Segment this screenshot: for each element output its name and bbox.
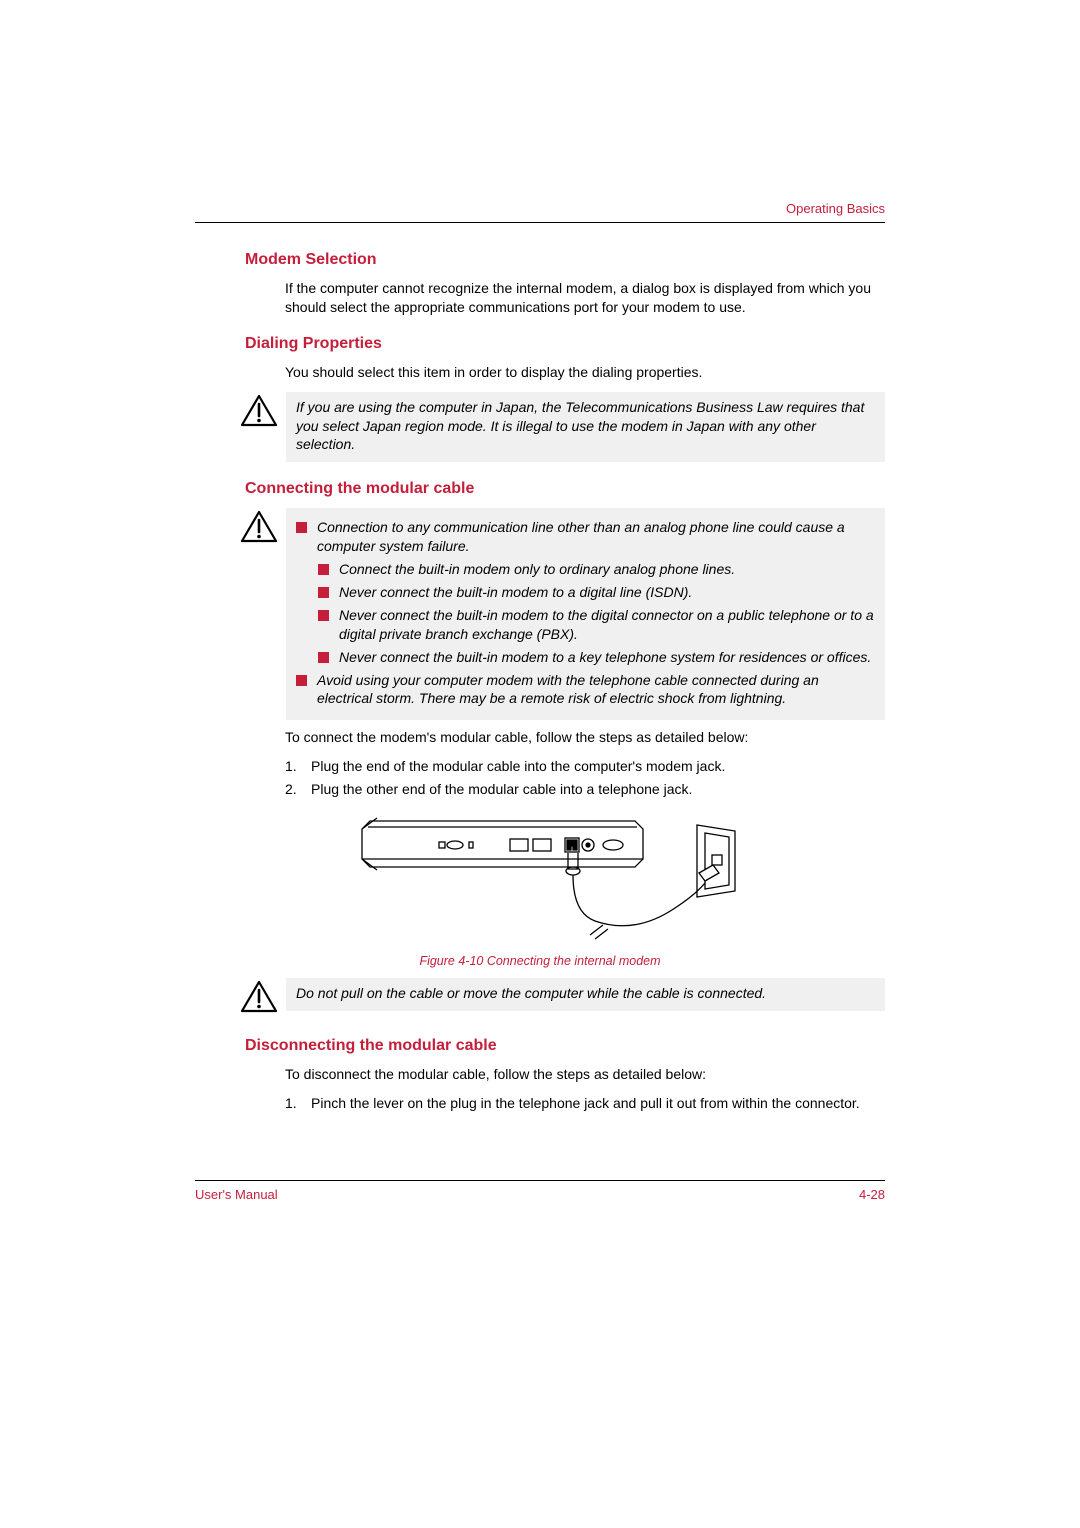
list-item: 2. Plug the other end of the modular cab… <box>285 780 885 800</box>
list-item: 1. Plug the end of the modular cable int… <box>285 757 885 777</box>
bullet-icon <box>318 564 329 575</box>
callout-japan-law: If you are using the computer in Japan, … <box>240 392 885 463</box>
bullet-icon <box>296 675 307 686</box>
heading-disconnecting: Disconnecting the modular cable <box>195 1037 885 1055</box>
list-item: Never connect the built-in modem to a di… <box>318 583 875 602</box>
heading-connecting: Connecting the modular cable <box>195 480 885 498</box>
list-item: Connection to any communication line oth… <box>296 518 875 556</box>
footer-left-text: User's Manual <box>195 1187 278 1202</box>
bullet-icon <box>318 652 329 663</box>
warning-icon <box>240 394 280 433</box>
heading-modem-selection: Modem Selection <box>195 251 885 269</box>
warning-icon <box>240 980 280 1019</box>
list-item: Avoid using your computer modem with the… <box>296 671 875 709</box>
disconnecting-intro: To disconnect the modular cable, follow … <box>195 1065 885 1084</box>
body-dialing-properties: You should select this item in order to … <box>195 363 885 382</box>
page-content: Operating Basics Modem Selection If the … <box>195 200 885 1124</box>
figure-caption: Figure 4-10 Connecting the internal mode… <box>195 954 885 968</box>
bullet-icon <box>296 522 307 533</box>
connecting-intro: To connect the modem's modular cable, fo… <box>195 728 885 747</box>
bullet-icon <box>318 587 329 598</box>
list-item: Never connect the built-in modem to a ke… <box>318 648 875 667</box>
page-footer: User's Manual 4-28 <box>195 1180 885 1202</box>
figure-modem-connection <box>195 813 885 948</box>
bullet-icon <box>318 610 329 621</box>
footer-right-text: 4-28 <box>859 1187 885 1202</box>
header-right-text: Operating Basics <box>786 201 885 216</box>
callout-japan-text: If you are using the computer in Japan, … <box>296 398 875 455</box>
body-modem-selection: If the computer cannot recognize the int… <box>195 279 885 317</box>
heading-dialing-properties: Dialing Properties <box>195 335 885 353</box>
connecting-steps: 1. Plug the end of the modular cable int… <box>195 757 885 799</box>
list-item: Connect the built-in modem only to ordin… <box>318 560 875 579</box>
warning-bullet-list-2: Avoid using your computer modem with the… <box>296 671 875 709</box>
list-item: 1. Pinch the lever on the plug in the te… <box>285 1094 885 1114</box>
disconnecting-steps: 1. Pinch the lever on the plug in the te… <box>195 1094 885 1114</box>
callout-cable-pull: Do not pull on the cable or move the com… <box>240 978 885 1019</box>
warning-bullet-list: Connection to any communication line oth… <box>296 518 875 556</box>
list-item: Never connect the built-in modem to the … <box>318 606 875 644</box>
page-header: Operating Basics <box>195 200 885 223</box>
step-number: 1. <box>285 757 311 777</box>
warning-nested-list: Connect the built-in modem only to ordin… <box>318 560 875 666</box>
step-number: 2. <box>285 780 311 800</box>
callout-connection-warnings: Connection to any communication line oth… <box>240 508 885 720</box>
step-number: 1. <box>285 1094 311 1114</box>
warning-icon <box>240 510 280 549</box>
callout-cable-text: Do not pull on the cable or move the com… <box>296 984 875 1003</box>
